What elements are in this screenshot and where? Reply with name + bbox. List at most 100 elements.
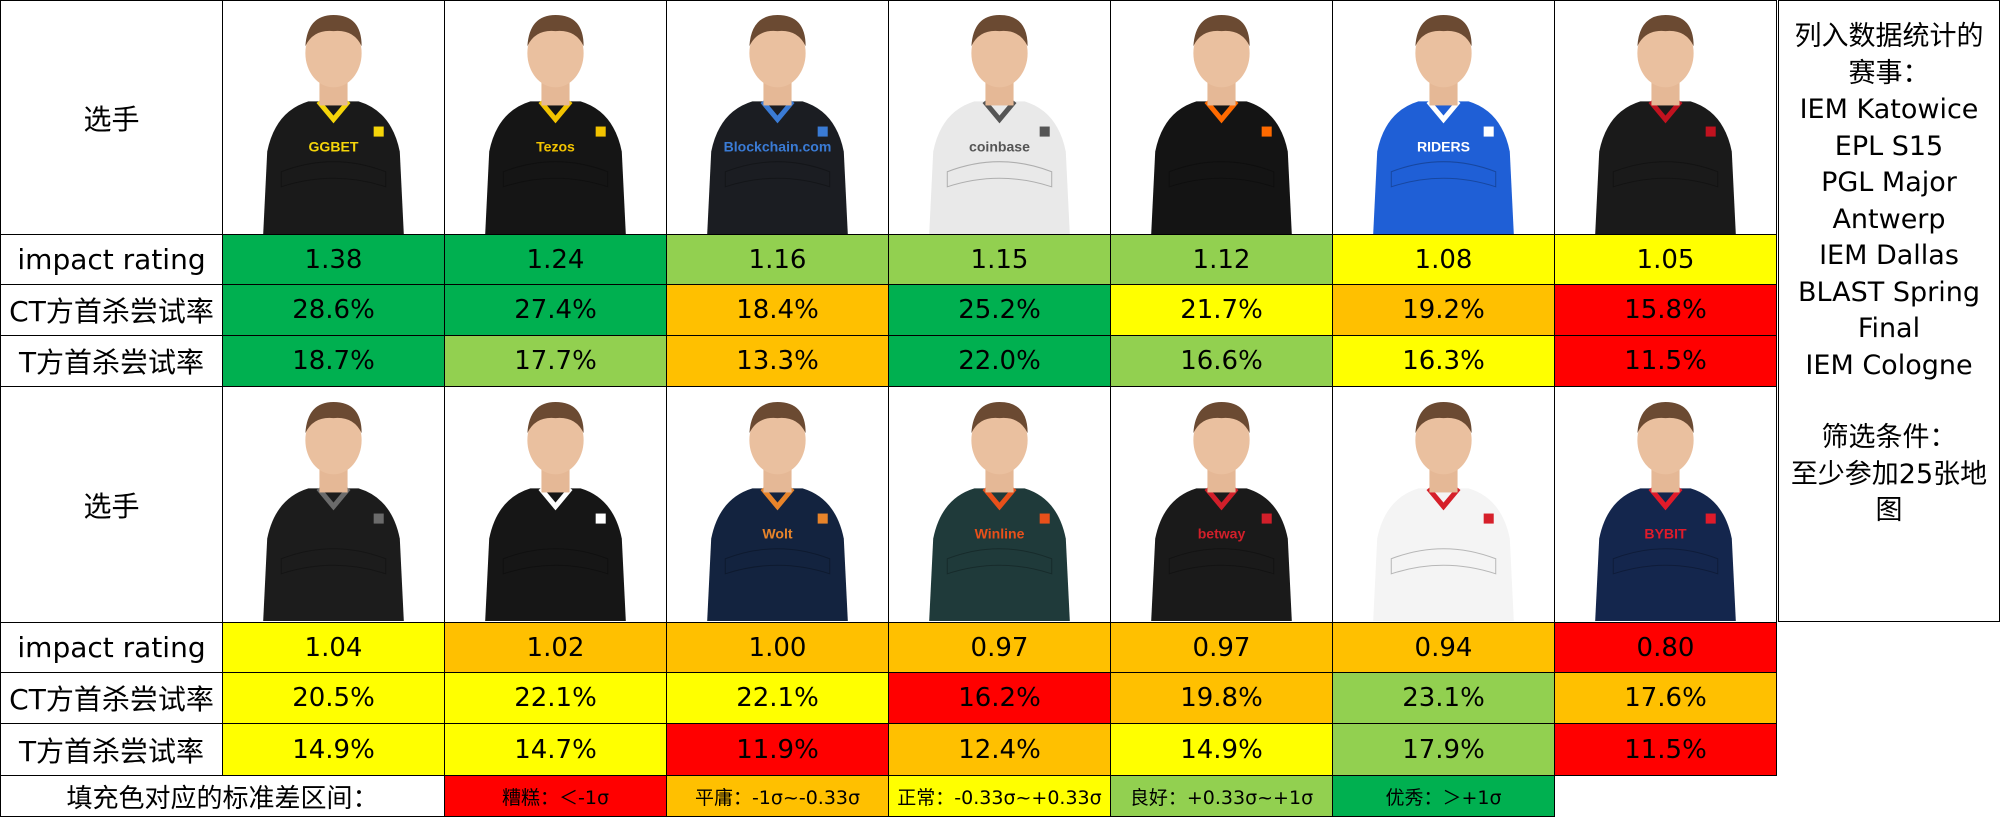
impact-rating-value: 0.97 (1110, 622, 1333, 673)
t-first-kill-value: 14.9% (1110, 723, 1333, 776)
svg-text:Tezos: Tezos (536, 139, 575, 155)
legend-title: 填充色对应的标准差区间： (0, 775, 445, 817)
events-title: 列入数据统计的 (1794, 21, 1984, 52)
event-item: Final (1857, 313, 1921, 344)
filter-title: 筛选条件： (1821, 422, 1957, 453)
player-photo-cell: Tezos (444, 0, 667, 235)
impact-rating-value: 1.16 (666, 234, 889, 285)
t-first-kill-value: 18.7% (222, 335, 445, 387)
event-item: PGL Major (1821, 167, 1957, 198)
t-first-kill-value: 17.7% (444, 335, 667, 387)
player-photo-cell: GGBET (222, 0, 445, 235)
svg-text:RIDERS: RIDERS (1417, 139, 1470, 155)
t-first-kill-value: 14.9% (222, 723, 445, 776)
impact-rating-value: 1.15 (888, 234, 1111, 285)
ct-first-kill-value: 22.1% (666, 672, 889, 724)
player-photo-cell: betway (1110, 386, 1333, 623)
event-item: IEM Katowice (1799, 94, 1979, 125)
impact-rating-value: 0.97 (888, 622, 1111, 673)
ct-first-kill-value: 20.5% (222, 672, 445, 724)
player-photo: betway (1111, 387, 1332, 622)
player-photo: Blockchain.com (667, 1, 888, 234)
ct-first-kill-value: 21.7% (1110, 284, 1333, 336)
events-title: 赛事： (1848, 57, 1930, 89)
impact-rating-value: 1.24 (444, 234, 667, 285)
impact-rating-value: 1.00 (666, 622, 889, 673)
player-photo (1555, 1, 1776, 234)
impact-rating-value: 1.04 (222, 622, 445, 673)
player-photo (445, 387, 666, 622)
impact-rating-value: 0.80 (1554, 622, 1777, 673)
side-notes: 列入数据统计的 赛事： IEM Katowice EPL S15 PGL Maj… (1778, 0, 2000, 622)
ct-first-kill-value: 17.6% (1554, 672, 1777, 724)
row-label-t: T方首杀尝试率 (0, 335, 223, 387)
svg-text:betway: betway (1198, 526, 1246, 542)
svg-text:Blockchain.com: Blockchain.com (724, 139, 832, 155)
event-item: Antwerp (1832, 203, 1946, 235)
impact-rating-value: 1.38 (222, 234, 445, 285)
player-photo: Tezos (445, 1, 666, 234)
ct-first-kill-value: 25.2% (888, 284, 1111, 336)
ct-first-kill-value: 15.8% (1554, 284, 1777, 336)
svg-text:Wolt: Wolt (762, 526, 792, 542)
legend-item: 良好：+0.33σ~+1σ (1110, 775, 1333, 817)
player-photo: RIDERS (1333, 1, 1554, 234)
player-photo: GGBET (223, 1, 444, 234)
ct-first-kill-value: 19.8% (1110, 672, 1333, 724)
ct-first-kill-value: 27.4% (444, 284, 667, 336)
player-photo: coinbase (889, 1, 1110, 234)
ct-first-kill-value: 22.1% (444, 672, 667, 724)
ct-first-kill-value: 19.2% (1332, 284, 1555, 336)
svg-text:GGBET: GGBET (309, 139, 359, 155)
legend-item: 正常：-0.33σ~+0.33σ (888, 775, 1111, 817)
filter-text: 至少参加25张地 (1790, 458, 1988, 490)
player-photo: Winline (889, 387, 1110, 622)
filter-text: 图 (1875, 495, 1903, 526)
player-photo: BYBIT (1555, 387, 1776, 622)
impact-rating-value: 1.08 (1332, 234, 1555, 285)
player-photo: Wolt (667, 387, 888, 622)
impact-rating-value: 1.12 (1110, 234, 1333, 285)
t-first-kill-value: 11.5% (1554, 335, 1777, 387)
event-item: IEM Dallas (1819, 240, 1959, 271)
player-photo-cell (222, 386, 445, 623)
ct-first-kill-value: 23.1% (1332, 672, 1555, 724)
t-first-kill-value: 16.6% (1110, 335, 1333, 387)
t-first-kill-value: 11.9% (666, 723, 889, 776)
player-photo-cell: RIDERS (1332, 0, 1555, 235)
player-photo-cell: coinbase (888, 0, 1111, 235)
row-label-t: T方首杀尝试率 (0, 723, 223, 776)
event-item: BLAST Spring (1798, 276, 1980, 308)
player-photo-cell: Blockchain.com (666, 0, 889, 235)
player-photo-cell (1110, 0, 1333, 235)
player-photo-cell (444, 386, 667, 623)
t-first-kill-value: 14.7% (444, 723, 667, 776)
t-first-kill-value: 12.4% (888, 723, 1111, 776)
player-photo-cell: Winline (888, 386, 1111, 623)
ct-first-kill-value: 28.6% (222, 284, 445, 336)
row-label-player: 选手 (0, 386, 223, 623)
player-photo-cell (1554, 0, 1777, 235)
player-photo-cell (1332, 386, 1555, 623)
legend-item: 优秀：＞+1σ (1332, 775, 1555, 817)
row-label-ct: CT方首杀尝试率 (0, 672, 223, 724)
event-item: IEM Cologne (1805, 349, 1973, 381)
row-label-impact: impact rating (0, 622, 223, 673)
player-photo (223, 387, 444, 622)
t-first-kill-value: 16.3% (1332, 335, 1555, 387)
impact-rating-value: 1.05 (1554, 234, 1777, 285)
svg-text:Winline: Winline (975, 526, 1025, 542)
row-label-player: 选手 (0, 0, 223, 235)
impact-rating-value: 0.94 (1332, 622, 1555, 673)
svg-text:BYBIT: BYBIT (1644, 526, 1687, 542)
event-item: EPL S15 (1834, 130, 1944, 162)
row-label-ct: CT方首杀尝试率 (0, 284, 223, 336)
t-first-kill-value: 13.3% (666, 335, 889, 387)
player-photo (1111, 1, 1332, 234)
impact-rating-value: 1.02 (444, 622, 667, 673)
legend-item: 糟糕：＜-1σ (444, 775, 667, 817)
row-label-impact: impact rating (0, 234, 223, 285)
svg-text:coinbase: coinbase (969, 139, 1030, 155)
t-first-kill-value: 22.0% (888, 335, 1111, 387)
player-photo-cell: BYBIT (1554, 386, 1777, 623)
